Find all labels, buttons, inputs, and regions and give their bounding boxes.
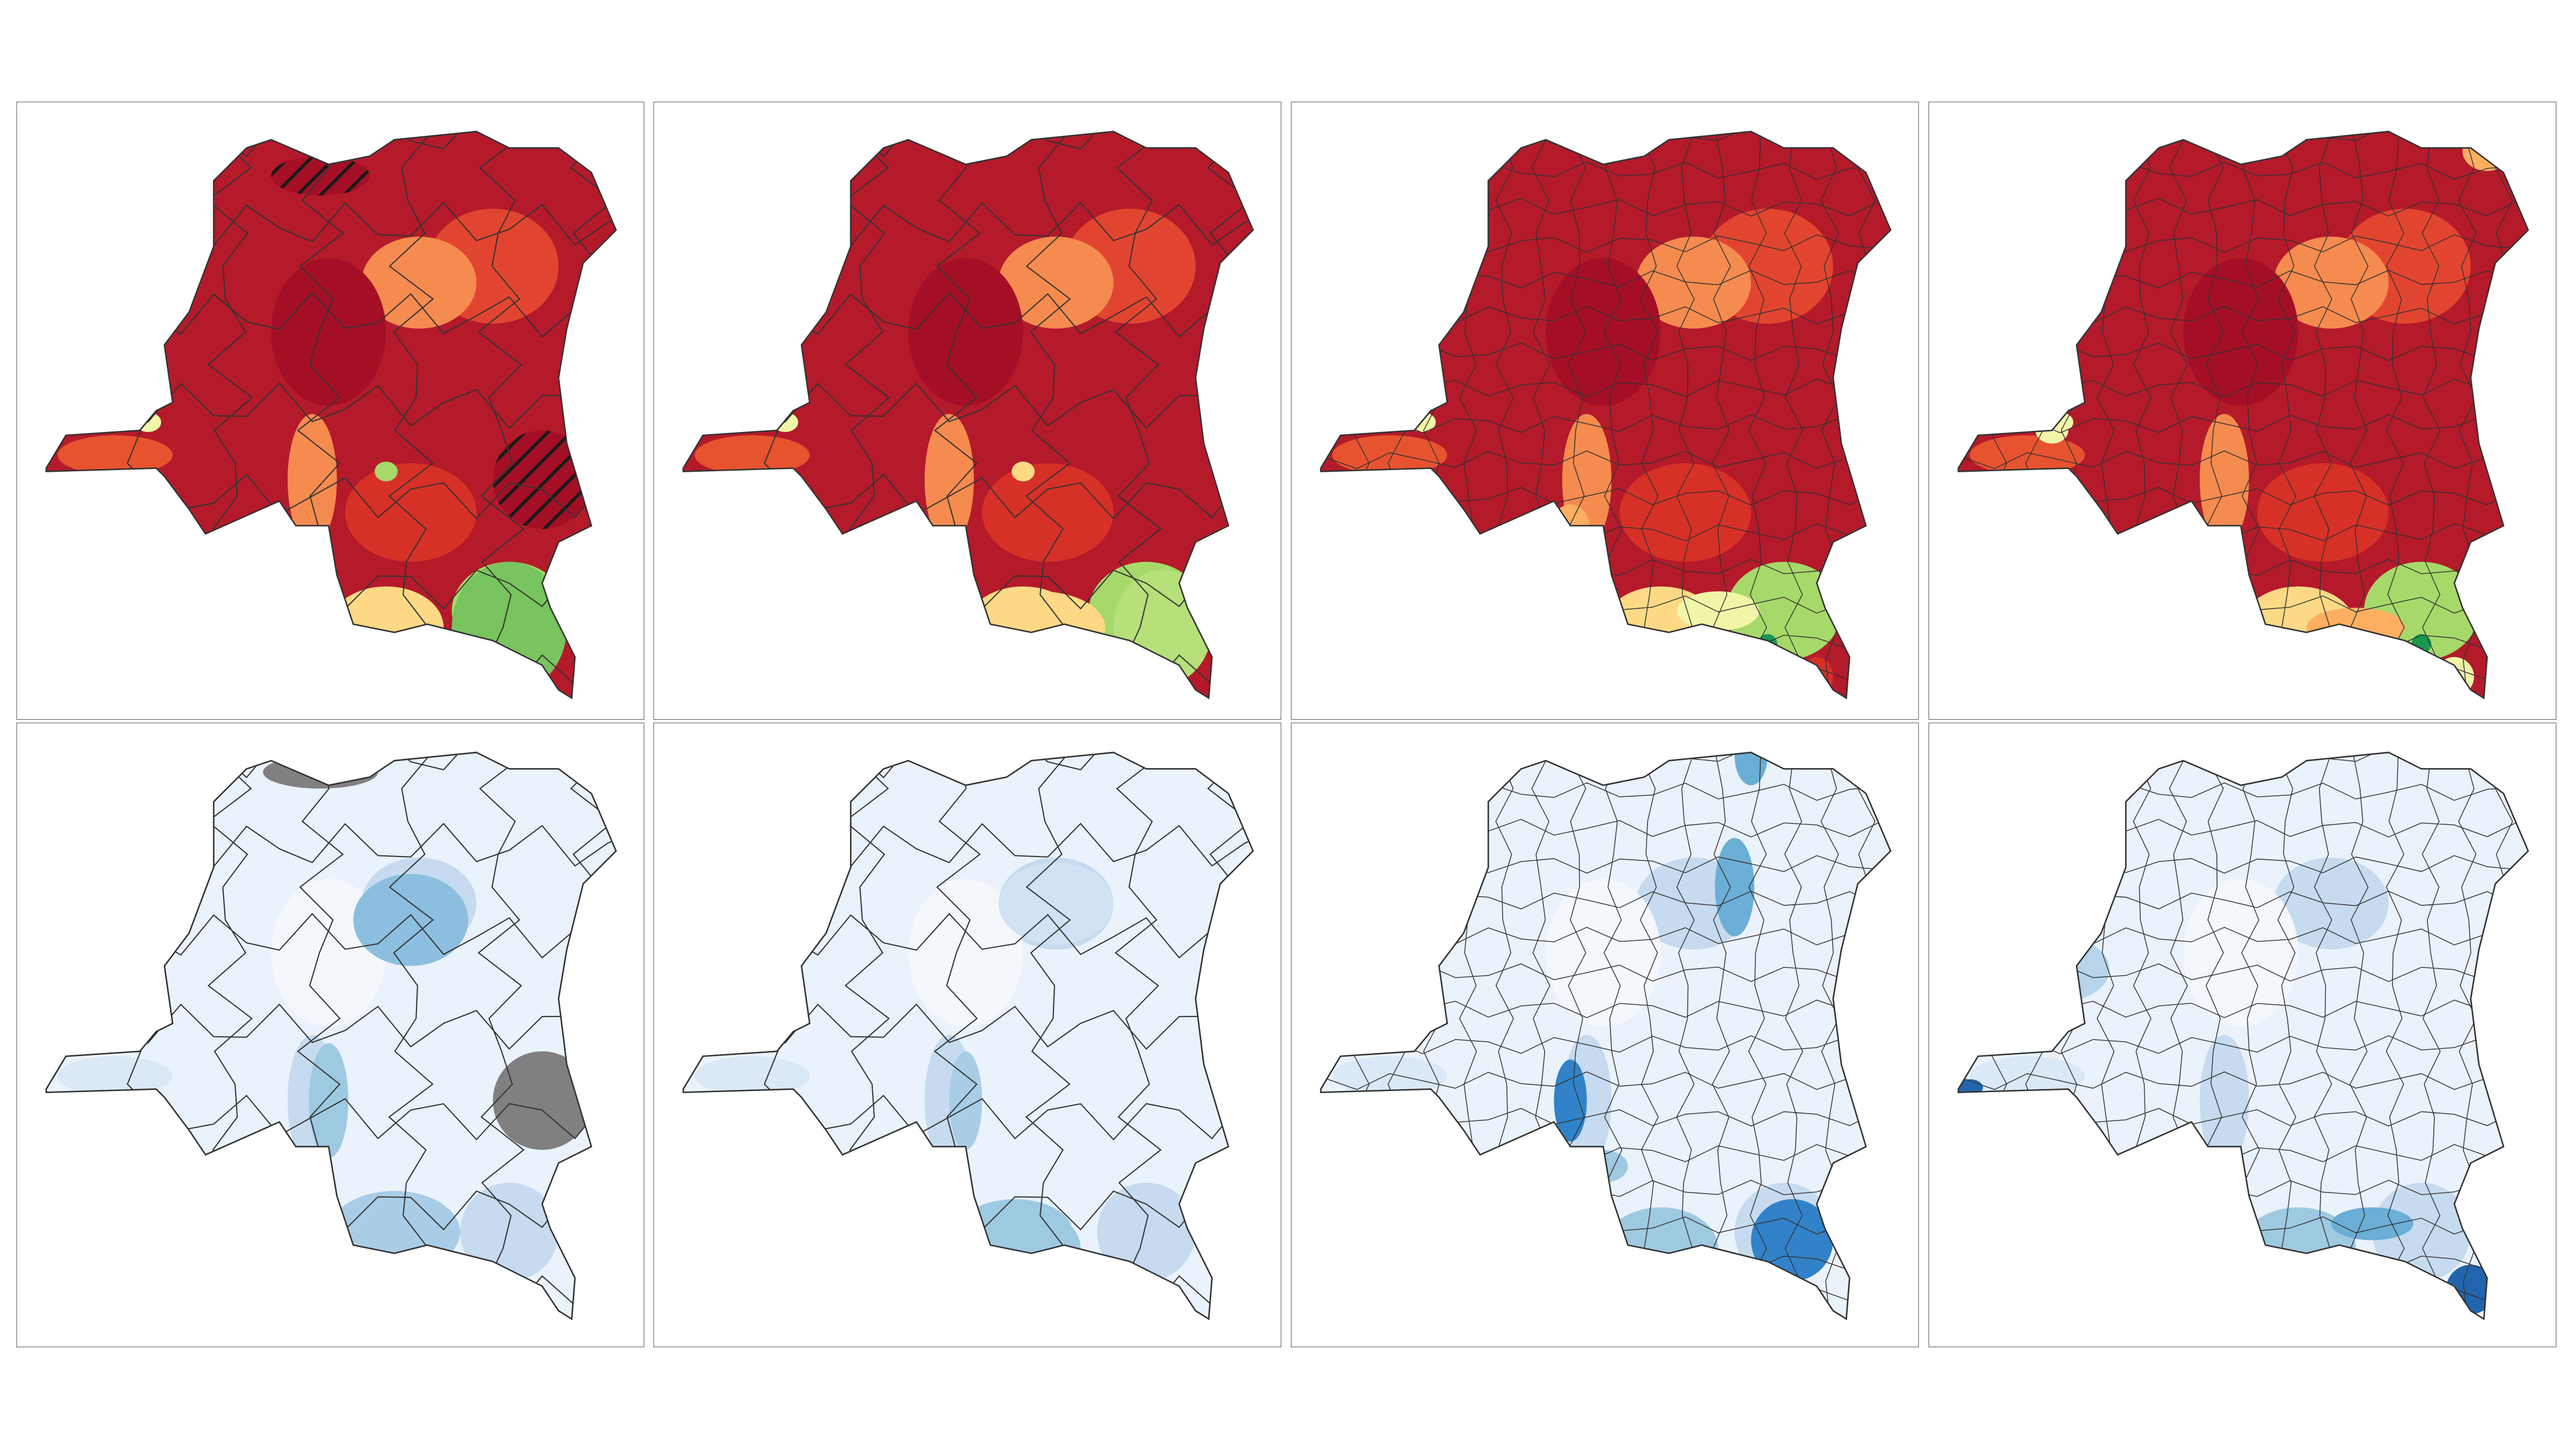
region xyxy=(1735,752,1768,786)
region xyxy=(694,435,810,475)
region xyxy=(1620,463,1751,562)
region xyxy=(2183,879,2299,1027)
region xyxy=(271,258,386,406)
country-outline xyxy=(682,751,1254,1321)
map-panel xyxy=(16,722,645,1348)
region xyxy=(493,1051,591,1150)
region xyxy=(924,414,974,546)
region xyxy=(287,414,337,546)
country-outline xyxy=(1957,751,2529,1321)
map-panel xyxy=(1291,722,1919,1348)
region xyxy=(1677,591,1760,631)
region xyxy=(1097,1182,1196,1282)
region xyxy=(1332,435,1447,475)
region xyxy=(361,236,477,329)
region xyxy=(1715,838,1754,936)
country-outline xyxy=(45,751,617,1321)
region xyxy=(493,430,591,529)
region xyxy=(998,236,1114,329)
map-panel xyxy=(1928,722,2557,1348)
region xyxy=(1970,435,2085,475)
country-regions xyxy=(1321,752,1891,1319)
region xyxy=(1970,1056,2085,1096)
region xyxy=(1012,462,1035,481)
region xyxy=(1332,1056,1447,1096)
region xyxy=(309,1043,349,1158)
region xyxy=(57,1056,173,1096)
map-panel xyxy=(653,101,1282,720)
region xyxy=(949,1051,982,1150)
map-panel xyxy=(1291,101,1919,720)
country-outline xyxy=(682,130,1254,700)
region xyxy=(1726,561,1842,661)
region xyxy=(375,462,398,481)
region xyxy=(982,463,1114,562)
region xyxy=(908,879,1023,1027)
region xyxy=(2257,463,2389,562)
map-panel xyxy=(1928,101,2557,720)
region xyxy=(353,874,469,966)
map-panel xyxy=(653,722,1282,1348)
country-outline xyxy=(1957,130,2529,700)
region xyxy=(2372,1182,2471,1282)
region xyxy=(345,463,477,562)
region xyxy=(694,1056,810,1096)
country-outline xyxy=(1320,130,1892,700)
country-outline xyxy=(45,130,617,700)
region xyxy=(1546,258,1661,406)
country-outline xyxy=(1320,751,1892,1321)
region xyxy=(1554,1059,1587,1142)
region xyxy=(998,862,1114,945)
map-panel xyxy=(16,101,645,720)
region xyxy=(2183,258,2299,406)
region xyxy=(57,435,173,475)
region xyxy=(908,258,1023,406)
region xyxy=(2331,1207,2413,1240)
region xyxy=(271,156,370,196)
region xyxy=(1546,879,1661,1027)
region xyxy=(1751,1199,1833,1282)
region xyxy=(460,1182,559,1282)
